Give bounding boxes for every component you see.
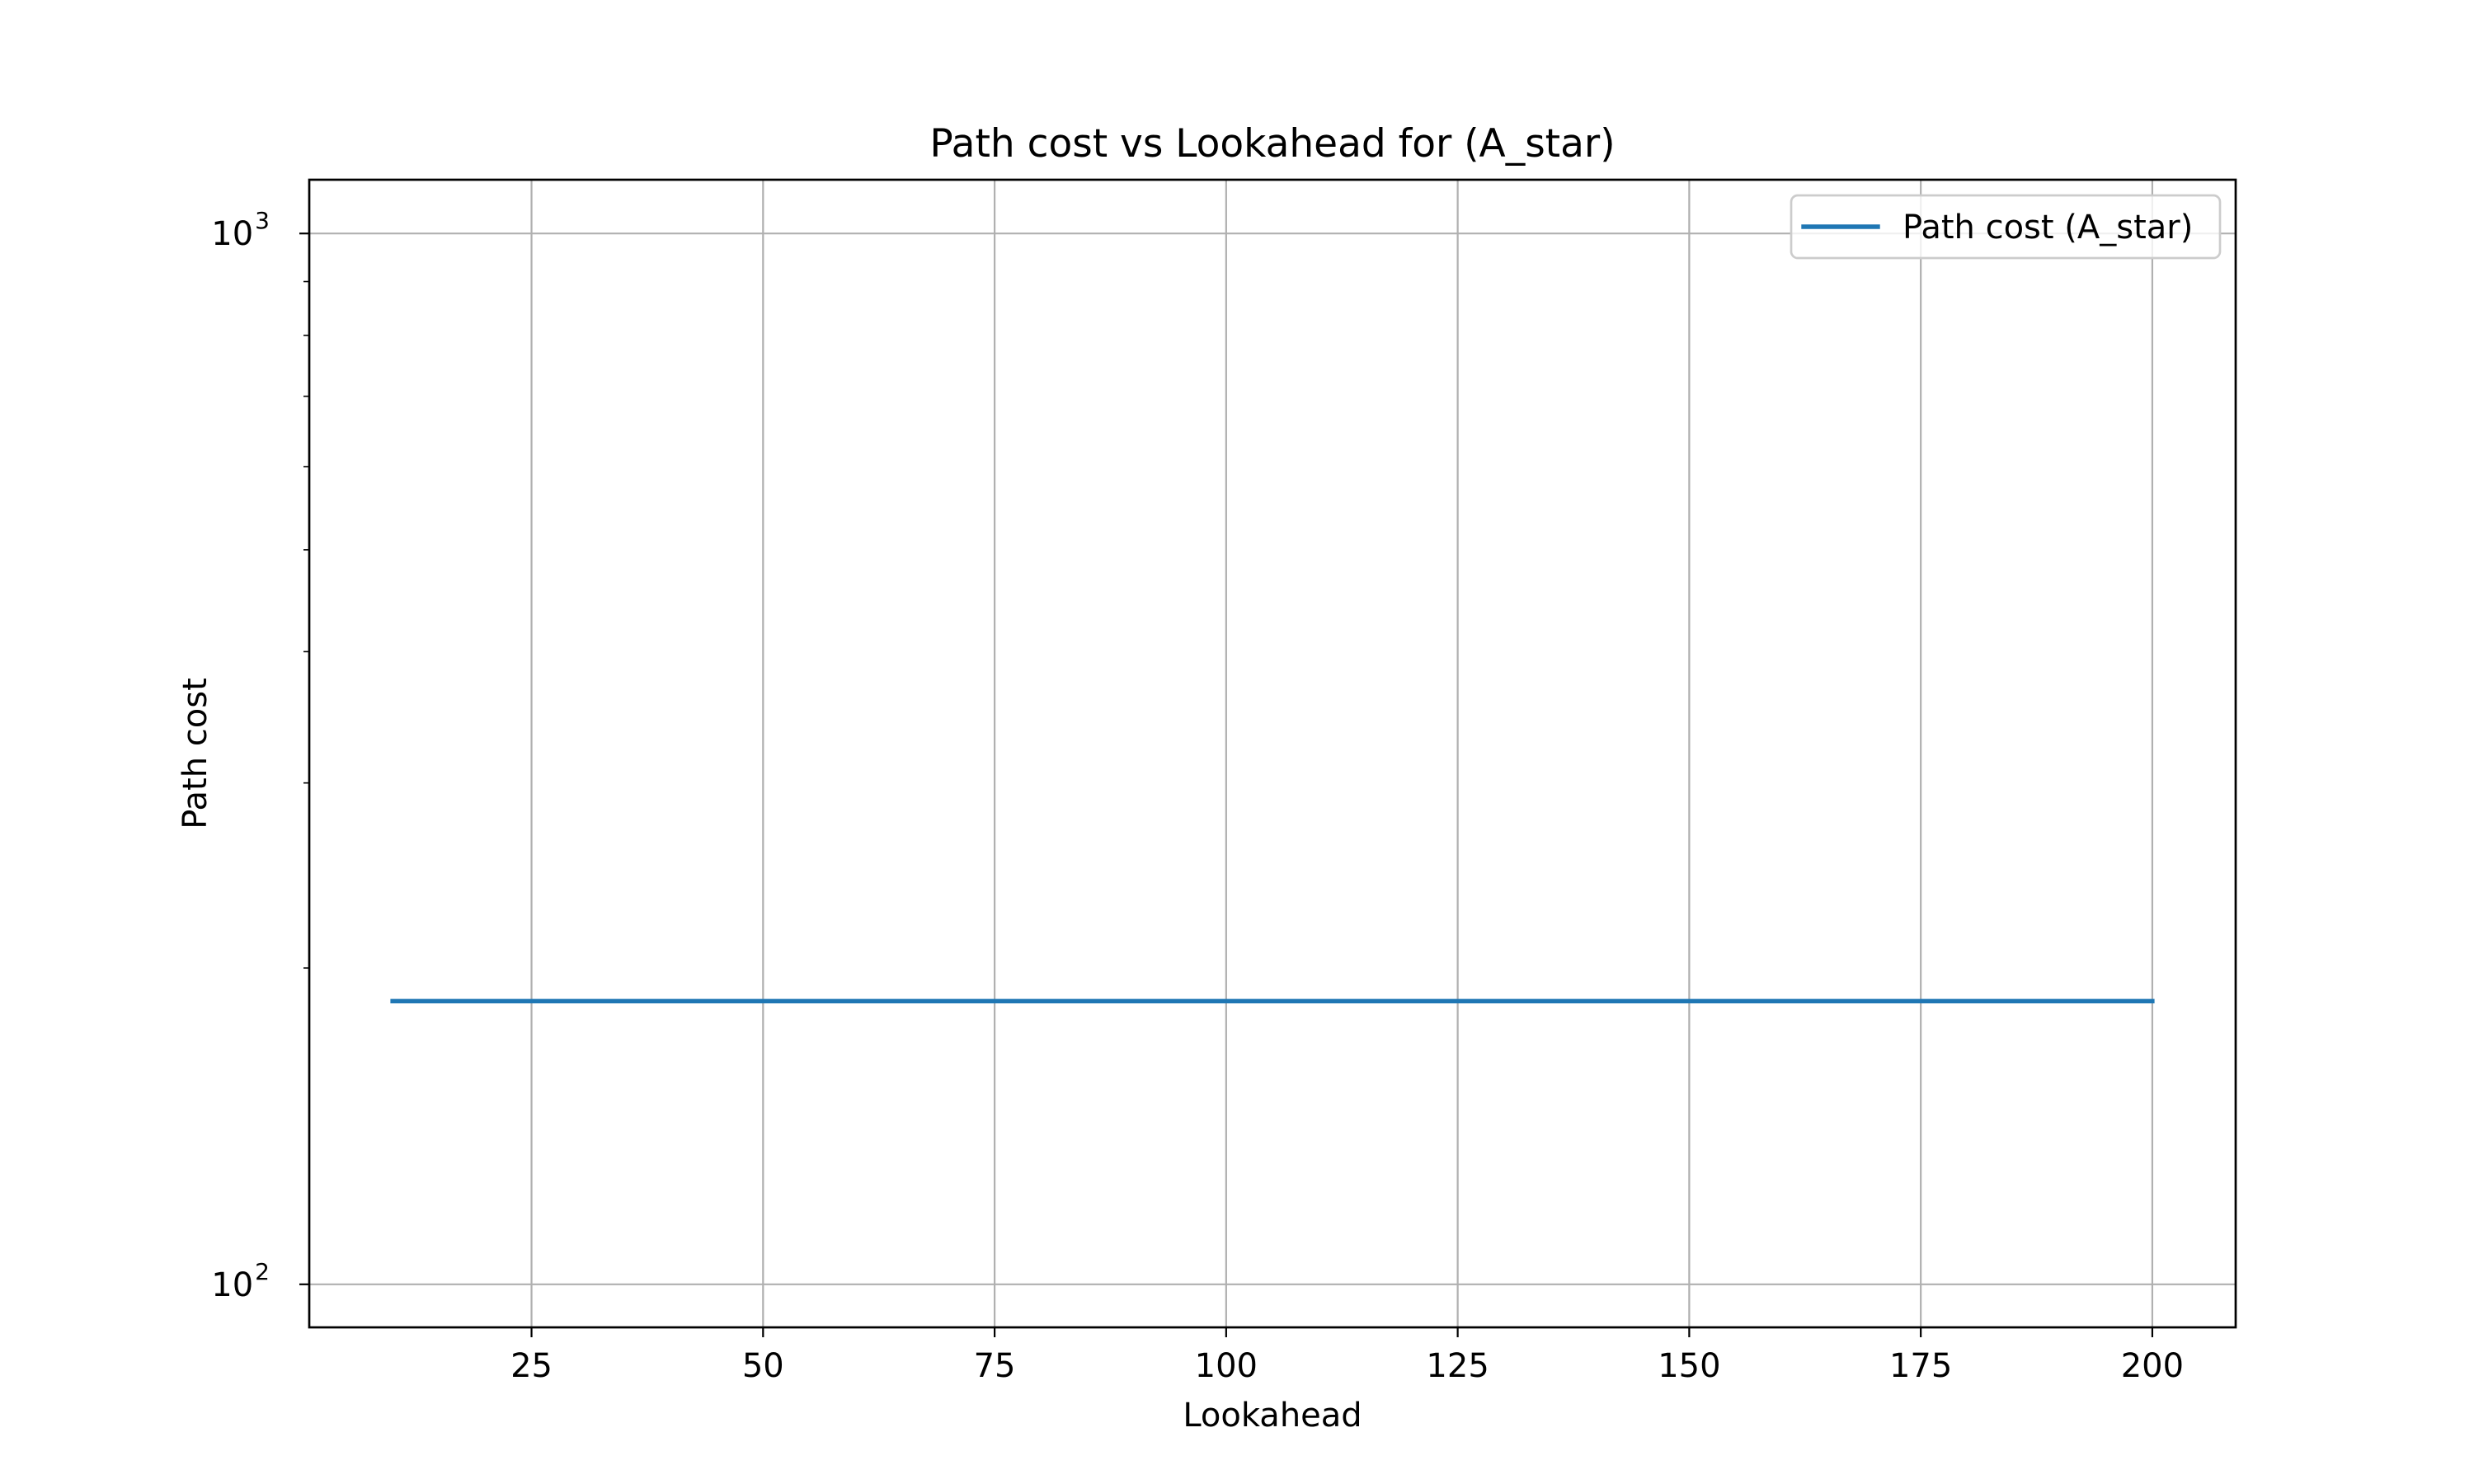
axis-ticks: 25 50 75 100 125 150 175 200 102 103 <box>211 207 2184 1385</box>
plot-frame <box>308 178 2237 1329</box>
x-tick-label: 175 <box>1889 1347 1952 1385</box>
chart-title: Path cost vs Lookahead for (A_star) <box>929 121 1615 167</box>
x-tick-label: 150 <box>1658 1347 1720 1385</box>
legend-label: Path cost (A_star) <box>1903 209 2193 247</box>
x-tick-label: 25 <box>510 1347 553 1385</box>
x-tick-label: 200 <box>2121 1347 2184 1385</box>
legend: Path cost (A_star) <box>1790 194 2222 260</box>
y-tick-label: 102 <box>211 1258 270 1304</box>
x-tick-label: 50 <box>742 1347 784 1385</box>
x-tick-label: 100 <box>1195 1347 1258 1385</box>
x-axis-label: Lookahead <box>1183 1397 1362 1435</box>
y-axis-label: Path cost <box>176 678 214 829</box>
y-tick-label: 103 <box>211 207 270 253</box>
x-tick-label: 125 <box>1426 1347 1489 1385</box>
legend-box <box>1790 194 2222 260</box>
x-tick-label: 75 <box>974 1347 1016 1385</box>
